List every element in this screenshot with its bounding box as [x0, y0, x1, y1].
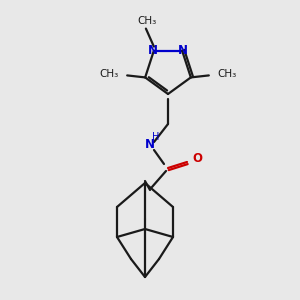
Text: N: N — [178, 44, 188, 57]
Text: N: N — [148, 44, 158, 57]
Text: O: O — [192, 152, 202, 166]
Text: N: N — [145, 137, 155, 151]
Text: H: H — [152, 132, 160, 142]
Text: CH₃: CH₃ — [218, 69, 237, 80]
Text: CH₃: CH₃ — [99, 69, 118, 80]
Text: CH₃: CH₃ — [137, 16, 157, 26]
